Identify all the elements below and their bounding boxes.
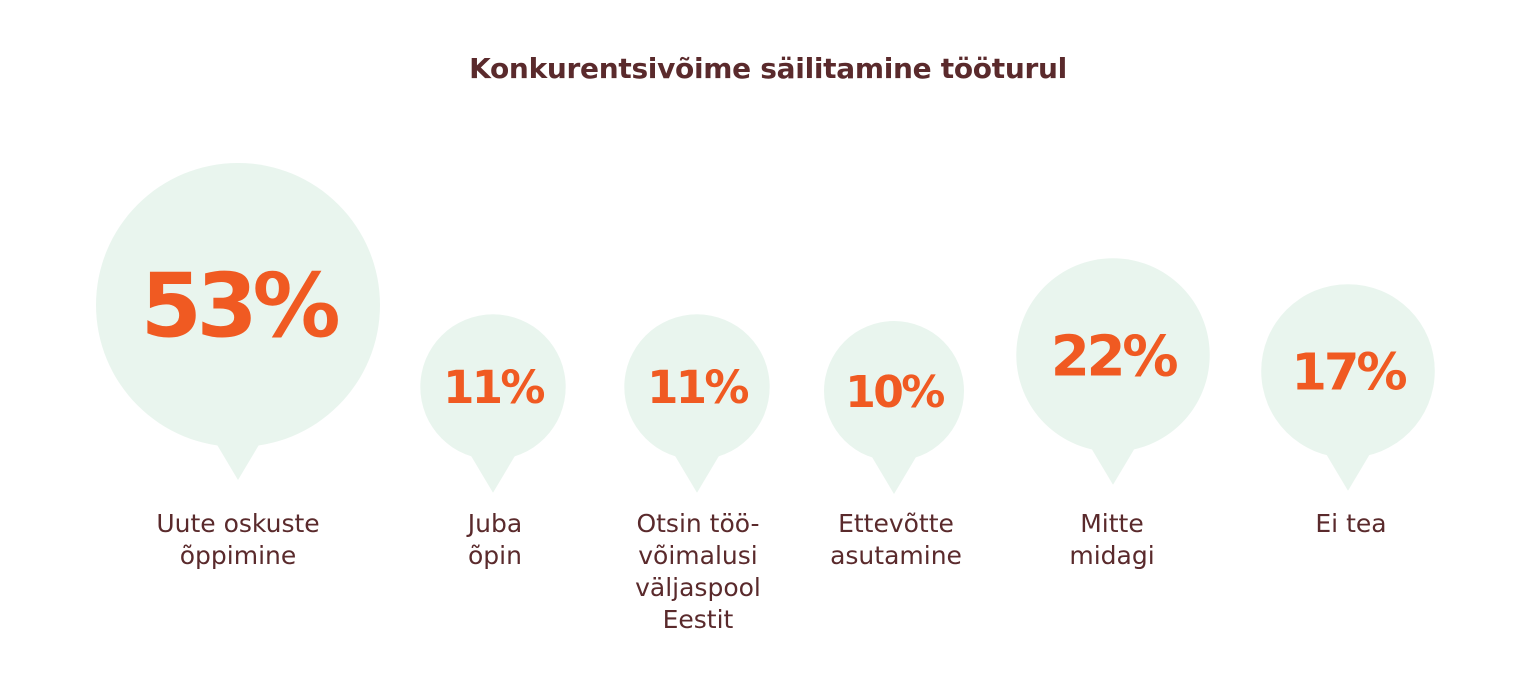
bubble-pointer: [465, 445, 521, 493]
bubble-5: 22%: [1016, 258, 1210, 485]
bubble-value-label: 17%: [1291, 343, 1406, 402]
category-label: Uute oskuste õppimine: [156, 509, 320, 570]
category-label: Ei tea: [1315, 509, 1387, 538]
bubble-value-label: 11%: [647, 361, 748, 414]
category-label: Mitte midagi: [1069, 509, 1155, 570]
bubble-pointer: [669, 445, 725, 493]
bubble-pointer: [866, 447, 922, 494]
bubble-circle: [824, 321, 964, 461]
bubble-6: 17%: [1261, 284, 1435, 491]
bubble-pointer: [1085, 437, 1141, 485]
bubble-circle: [1261, 284, 1435, 458]
category-label: Juba õpin: [467, 509, 523, 570]
bubble-4: 10%: [824, 321, 964, 494]
bubble-value-label: 11%: [443, 361, 544, 414]
bubble-circle: [1016, 258, 1210, 452]
category-label: Otsin töö- võimalusi väljaspool Eestit: [635, 509, 761, 634]
bubble-circle: [96, 163, 380, 447]
bubble-pointer: [1320, 443, 1376, 491]
chart-title: Konkurentsivõime säilitamine tööturul: [469, 52, 1067, 85]
bubble-2: 11%: [420, 314, 566, 493]
category-label: Ettevõtte asutamine: [830, 509, 962, 570]
bubble-1: 53%: [96, 163, 380, 480]
bubble-value-label: 53%: [141, 255, 339, 358]
bubble-pointer: [210, 433, 266, 480]
bubble-value-label: 10%: [845, 367, 944, 418]
bubble-circle: [420, 314, 566, 460]
bubble-3: 11%: [624, 314, 770, 493]
bubble-circle: [624, 314, 770, 460]
bubble-value-label: 22%: [1051, 324, 1178, 389]
